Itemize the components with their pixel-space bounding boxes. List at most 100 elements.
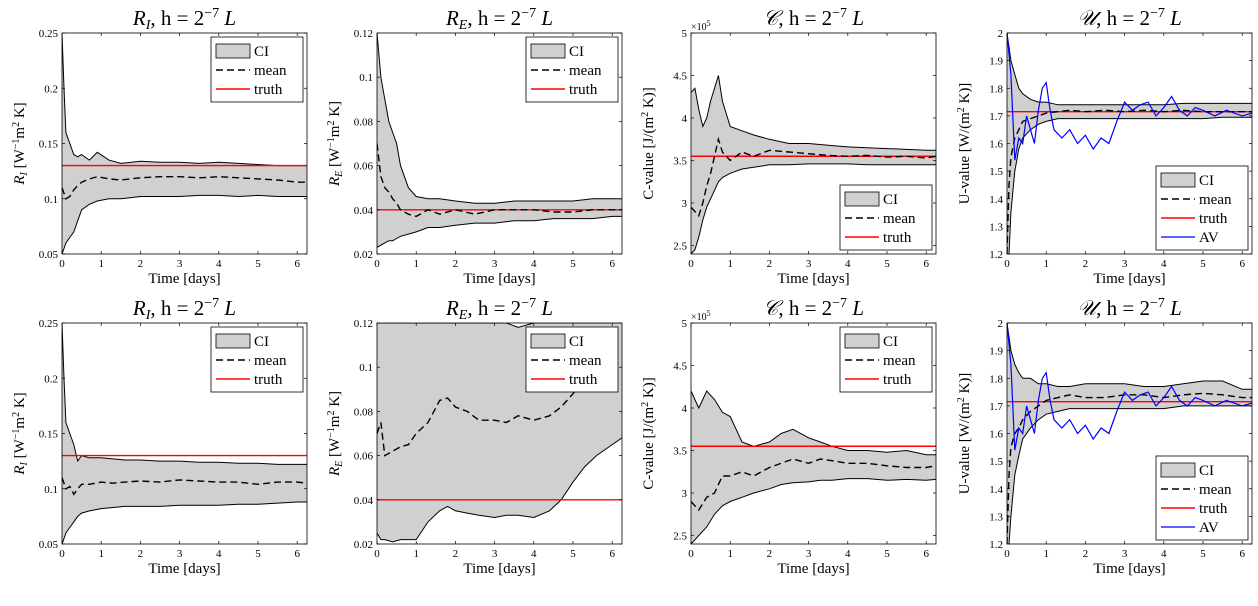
subplot-title: 𝒰, h = 2−7 L [1077,6,1182,30]
legend-label-av: AV [1199,520,1219,536]
legend-label-av: AV [1199,230,1219,246]
x-tick-label: 4 [1161,258,1167,270]
subplot-title: RE, h = 2−7 L [445,296,553,323]
plot-area [1007,323,1252,544]
x-tick-label: 3 [806,258,812,270]
y-tick-label: 1.6 [989,139,1003,151]
ci-lower-bound [62,194,307,254]
x-tick-label: 4 [216,258,222,270]
x-tick-label: 3 [492,548,498,560]
ci-lower-bound [62,501,307,544]
x-tick-label: 0 [1004,258,1010,270]
x-tick-label: 0 [374,548,380,560]
x-tick-label: 6 [1239,258,1245,270]
subplot-title: RE, h = 2−7 L [445,6,553,33]
ci-band [62,323,307,544]
y-tick-label: 0.04 [354,205,374,217]
legend-label-truth: truth [254,372,283,388]
ci-band [377,33,622,248]
legend-label-truth: truth [883,372,912,388]
legend-label-ci: CI [883,192,898,208]
legend-swatch-ci [844,333,880,349]
x-tick-label: 2 [767,548,773,560]
x-tick-label: 0 [59,258,65,270]
subplot-2: 0 1 2 3 4 5 6 0.02 0.04 0.06 0.08 0.1 0.12 Time [days… [326,6,623,287]
axes-box [690,32,937,255]
legend: CI mean truth [210,36,304,103]
x-tick-label: 6 [609,548,615,560]
legend-label-ci: CI [569,334,584,350]
y-tick-label: 3.5 [673,156,687,168]
y-axis-label: RE [W−1m2 K] [326,391,345,477]
y-exponent-label: ×105 [691,19,711,33]
mean-line [377,377,622,457]
legend: CI mean truth [525,326,619,393]
ci-lower-bound [1007,116,1252,254]
x-axis-label: Time [days] [463,561,535,577]
x-tick-label: 3 [492,258,498,270]
plot-area [62,33,307,254]
y-exponent-label: ×105 [691,309,711,323]
legend-label-truth: truth [1199,501,1228,517]
x-tick-label: 0 [688,548,694,560]
y-tick-label: 5 [682,28,688,40]
y-tick-label: 1.3 [989,511,1003,523]
legend-swatch-ci [215,333,251,349]
y-axis-label: RE [W−1m2 K] [326,101,345,187]
ci-lower-bound [377,215,622,248]
x-tick-label: 4 [531,548,537,560]
x-axis-label: Time [days] [777,561,849,577]
y-tick-label: 3.5 [673,446,687,458]
y-tick-label: 2.5 [673,531,687,543]
y-tick-label: 0.1 [359,362,373,374]
plot-area [691,390,936,544]
subplot-title: RI, h = 2−7 L [132,6,236,33]
subplot-8: 0 1 2 3 4 5 6 1.2 1.3 1.4 1.5 1.6 1.7 1.8 1.9 2 Time [da… [956,296,1253,577]
y-tick-label: 1.9 [989,346,1003,358]
y-tick-label: 1.7 [989,111,1003,123]
y-tick-label: 5 [682,318,688,330]
legend-label-mean: mean [569,353,602,369]
x-axis-label: Time [days] [777,271,849,287]
y-tick-label: 2 [998,28,1004,40]
y-tick-label: 0.08 [354,406,374,418]
y-tick-label: 2 [998,318,1004,330]
x-tick-label: 2 [453,258,459,270]
ci-lower-bound [1007,405,1252,544]
legend-label-truth: truth [1199,211,1228,227]
plot-area [1007,33,1252,254]
x-tick-label: 4 [531,258,537,270]
legend: CI mean truth [525,36,619,103]
y-tick-label: 0.12 [354,28,373,40]
y-tick-label: 1.5 [989,456,1003,468]
legend-swatch-ci [1160,172,1196,188]
x-tick-label: 0 [59,548,65,560]
y-axis-label: U-value [W/(m2 K)] [956,83,973,205]
y-tick-label: 2.5 [673,241,687,253]
legend-label-mean: mean [1199,482,1232,498]
x-tick-label: 5 [1200,258,1206,270]
y-tick-label: 0.1 [44,484,58,496]
ci-lower-bound [691,163,936,254]
ci-upper-bound [1007,33,1252,106]
y-tick-label: 1.2 [989,249,1003,261]
y-tick-label: 0.1 [44,194,58,206]
ci-upper-bound [377,33,622,204]
legend-label-mean: mean [569,63,602,79]
legend: CI mean truth AV [1155,165,1249,251]
ci-band [691,391,936,544]
x-tick-label: 5 [884,258,890,270]
legend-label-mean: mean [254,63,287,79]
y-tick-label: 3 [682,198,688,210]
legend-swatch-ci [1160,462,1196,478]
x-tick-label: 5 [1200,548,1206,560]
y-tick-label: 0.05 [39,539,59,551]
x-axis-label: Time [days] [1093,271,1165,287]
av-line [1007,323,1252,451]
x-tick-label: 2 [453,548,459,560]
y-axis-label: C-value [J/(m2 K)] [640,377,657,489]
x-tick-label: 1 [98,548,104,560]
plot-area [62,323,307,544]
